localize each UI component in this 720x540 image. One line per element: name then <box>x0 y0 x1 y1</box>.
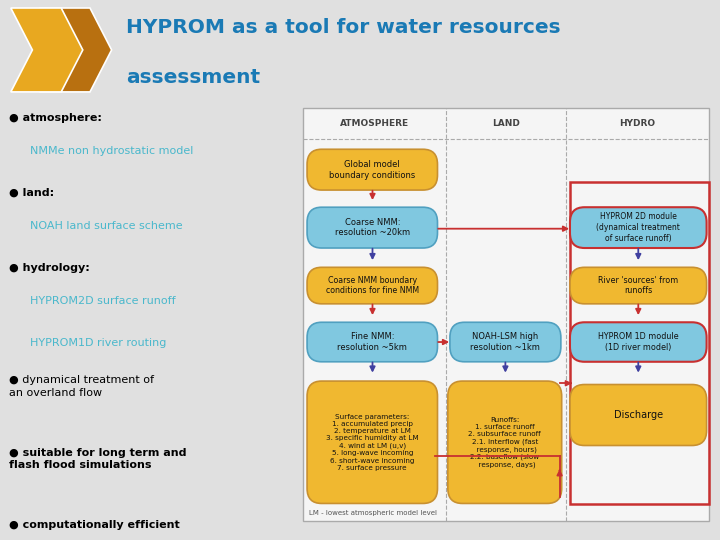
FancyBboxPatch shape <box>570 322 706 362</box>
Text: Coarse NMM:
resolution ~20km: Coarse NMM: resolution ~20km <box>335 218 410 238</box>
Text: Surface parameters:
1. accumulated precip
2. temperature at LM
3. specific humid: Surface parameters: 1. accumulated preci… <box>326 414 418 471</box>
FancyBboxPatch shape <box>307 267 438 304</box>
Text: HYPROM1D river routing: HYPROM1D river routing <box>30 338 166 348</box>
FancyBboxPatch shape <box>307 207 438 248</box>
Text: NMMe non hydrostatic model: NMMe non hydrostatic model <box>30 146 193 156</box>
Text: ● atmosphere:: ● atmosphere: <box>9 113 102 123</box>
Text: HYDRO: HYDRO <box>619 119 655 128</box>
FancyBboxPatch shape <box>448 381 562 503</box>
Text: HYPROM 2D module
(dynamical treatment
of surface runoff): HYPROM 2D module (dynamical treatment of… <box>596 212 680 243</box>
FancyBboxPatch shape <box>450 322 561 362</box>
Text: assessment: assessment <box>126 69 260 87</box>
Text: LAND: LAND <box>492 119 520 128</box>
FancyBboxPatch shape <box>307 322 438 362</box>
Text: HYPROM 1D module
(1D river model): HYPROM 1D module (1D river model) <box>598 332 678 352</box>
Text: ● dynamical treatment of
an overland flow: ● dynamical treatment of an overland flo… <box>9 375 154 398</box>
Text: HYPROM as a tool for water resources: HYPROM as a tool for water resources <box>126 18 561 37</box>
Text: NOAH-LSM high
resolution ~1km: NOAH-LSM high resolution ~1km <box>470 332 540 352</box>
Text: ● land:: ● land: <box>9 188 54 198</box>
FancyBboxPatch shape <box>570 384 706 445</box>
Text: ● suitable for long term and
flash flood simulations: ● suitable for long term and flash flood… <box>9 448 186 470</box>
Polygon shape <box>11 8 83 92</box>
FancyBboxPatch shape <box>307 381 438 503</box>
Text: Global model
boundary conditions: Global model boundary conditions <box>329 160 415 179</box>
FancyBboxPatch shape <box>570 267 706 304</box>
Text: Runoffs:
1. surface runoff
2. subsurface runoff
2.1. Interflow (fast
  response,: Runoffs: 1. surface runoff 2. subsurface… <box>469 416 541 468</box>
Text: HYPROM2D surface runoff: HYPROM2D surface runoff <box>30 296 176 306</box>
FancyBboxPatch shape <box>303 109 708 521</box>
Polygon shape <box>40 8 112 92</box>
FancyBboxPatch shape <box>307 149 438 190</box>
Text: ATMOSPHERE: ATMOSPHERE <box>340 119 409 128</box>
Text: Discharge: Discharge <box>613 410 663 420</box>
Text: NOAH land surface scheme: NOAH land surface scheme <box>30 221 182 231</box>
Text: ● computationally efficient: ● computationally efficient <box>9 520 180 530</box>
Text: Fine NMM:
resolution ~5km: Fine NMM: resolution ~5km <box>338 332 408 352</box>
Text: Coarse NMM boundary
conditions for fine NMM: Coarse NMM boundary conditions for fine … <box>325 276 419 295</box>
FancyBboxPatch shape <box>570 207 706 248</box>
Text: River 'sources' from
runoffs: River 'sources' from runoffs <box>598 276 678 295</box>
Text: ● hydrology:: ● hydrology: <box>9 263 90 273</box>
Text: LM - lowest atmospheric model level: LM - lowest atmospheric model level <box>309 510 437 516</box>
